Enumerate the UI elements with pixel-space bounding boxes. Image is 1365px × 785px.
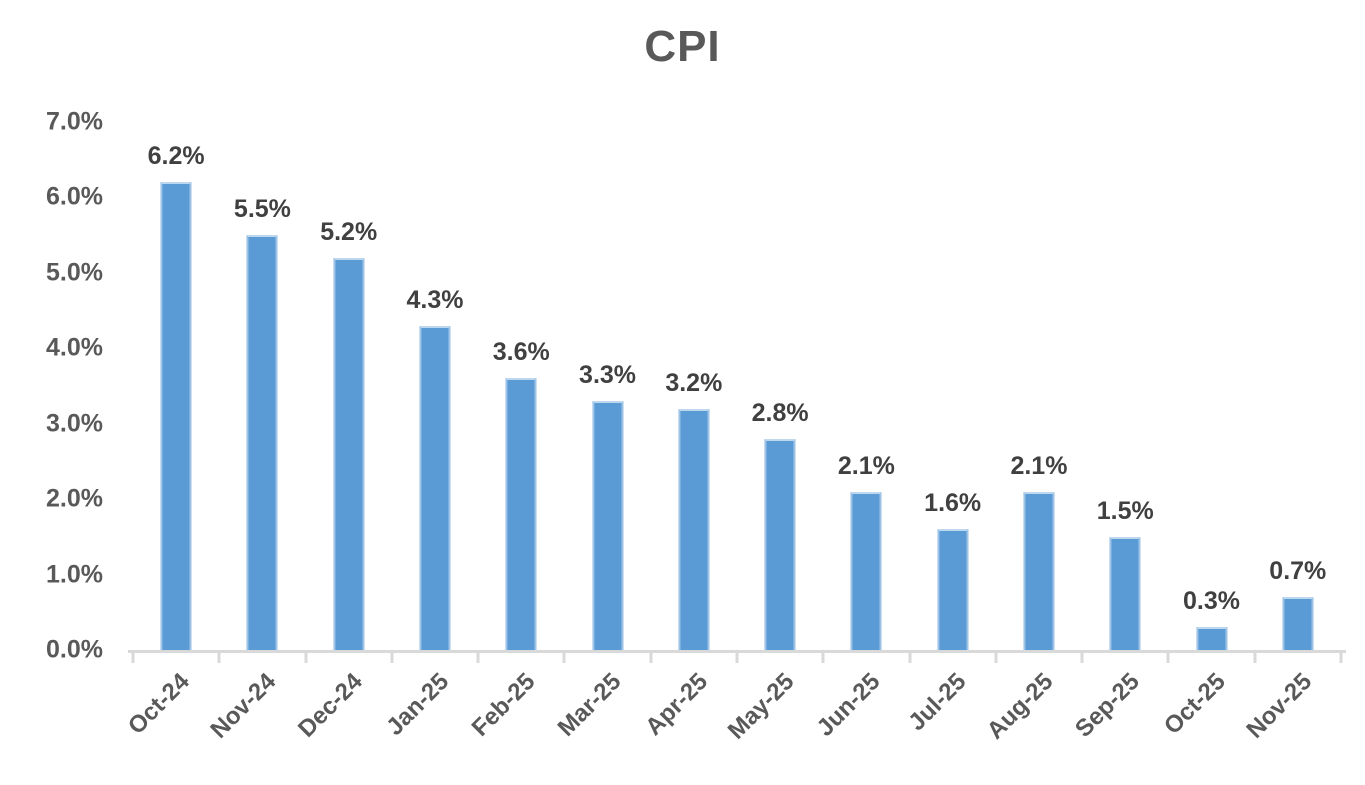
y-axis-label: 0.0% (46, 635, 103, 664)
y-axis-label: 1.0% (46, 560, 103, 589)
bar (160, 182, 192, 650)
bar-value-label: 2.1% (837, 451, 895, 480)
x-axis-label: Jun-25 (811, 668, 886, 742)
category-cell: 0.3% Oct-25 (1159, 122, 1254, 740)
bar (505, 378, 537, 650)
bar (678, 408, 710, 650)
category-cell: 2.8% May-25 (723, 122, 823, 745)
bar-value-label: 1.6% (924, 489, 982, 518)
category-cell: 4.3% Jan-25 (381, 122, 478, 741)
bar-value-label: 5.2% (320, 217, 378, 246)
chart-title: CPI (644, 22, 721, 71)
y-axis-label: 4.0% (46, 333, 103, 362)
x-axis-label: Jul-25 (903, 668, 972, 737)
category-cell: 1.6% Jul-25 (904, 122, 996, 736)
bar-value-label: 3.2% (665, 368, 723, 397)
bars-container: 6.2% Oct-24 5.5% Nov-24 5.2% Dec-24 4.3% Jan-25… (123, 122, 1341, 745)
x-axis-label: Jan-25 (381, 668, 455, 741)
x-axis-tick (649, 650, 653, 663)
x-axis-tick (994, 650, 998, 663)
bar (333, 257, 365, 650)
category-cell: 2.1% Aug-25 (981, 122, 1082, 745)
category-cell: 1.5% Sep-25 (1070, 122, 1168, 743)
bar (1023, 491, 1055, 650)
category-cell: 5.5% Nov-24 (206, 122, 305, 744)
bar (1109, 536, 1141, 650)
x-axis-tick (735, 650, 739, 663)
x-axis-label: Oct-25 (1158, 668, 1231, 740)
x-axis-tick (1339, 650, 1343, 663)
x-axis-label: Oct-24 (123, 668, 196, 740)
plot-area: 6.2% Oct-24 5.5% Nov-24 5.2% Dec-24 4.3% Jan-25… (46, 108, 1346, 745)
category-cell: 3.2% Apr-25 (640, 122, 737, 741)
category-cell: 3.3% Mar-25 (553, 122, 650, 742)
bar-value-label: 2.8% (751, 398, 809, 427)
bar (246, 235, 278, 650)
category-cell: 5.2% Dec-24 (293, 122, 392, 743)
x-axis-label: May-25 (722, 668, 800, 745)
bar-value-label: 0.7% (1269, 557, 1327, 586)
category-cell: 0.7% Nov-25 (1241, 122, 1341, 743)
x-axis-tick (1253, 650, 1257, 663)
bar-value-label: 0.3% (1183, 587, 1241, 616)
bar-value-label: 4.3% (406, 285, 464, 314)
bar (1282, 597, 1314, 650)
x-axis-label: Apr-25 (640, 668, 713, 741)
x-axis-tick (1166, 650, 1170, 663)
x-axis-label: Feb-25 (466, 668, 541, 742)
x-axis-tick (304, 650, 308, 663)
y-axis-label: 5.0% (46, 258, 103, 287)
bar-value-label: 2.1% (1010, 451, 1068, 480)
category-cell: 6.2% Oct-24 (123, 122, 219, 740)
x-axis-label: Dec-24 (293, 668, 368, 743)
category-cell: 2.1% Jun-25 (812, 122, 909, 742)
bar (1195, 627, 1228, 650)
x-axis-tick (217, 650, 221, 663)
x-axis-tick (562, 650, 566, 663)
bar (850, 491, 882, 650)
x-axis-label: Aug-25 (981, 668, 1059, 745)
y-axis-label: 2.0% (46, 484, 103, 513)
x-axis-tick (1080, 650, 1084, 663)
bar-value-label: 1.5% (1096, 496, 1154, 525)
bar-value-label: 3.6% (492, 338, 550, 367)
bar-value-label: 5.5% (233, 195, 291, 224)
x-axis-tick (131, 650, 135, 663)
x-axis-tick (821, 650, 825, 663)
category-cell: 3.6% Feb-25 (467, 122, 564, 741)
x-axis-label: Nov-24 (205, 668, 282, 744)
y-axis-label: 3.0% (46, 409, 103, 438)
bar (937, 529, 969, 650)
y-axis-label: 6.0% (46, 182, 103, 211)
bar (764, 438, 796, 650)
x-axis-label: Sep-25 (1069, 668, 1145, 743)
x-axis-tick (908, 650, 912, 663)
x-axis-tick (476, 650, 480, 663)
bar (419, 325, 451, 650)
x-axis-tick (390, 650, 394, 663)
x-axis-label: Nov-25 (1241, 668, 1317, 744)
bar-value-label: 3.3% (579, 361, 637, 390)
x-axis-label: Mar-25 (552, 668, 627, 742)
bar-value-label: 6.2% (147, 142, 205, 171)
y-axis-label: 7.0% (46, 107, 103, 136)
bar (592, 401, 624, 650)
